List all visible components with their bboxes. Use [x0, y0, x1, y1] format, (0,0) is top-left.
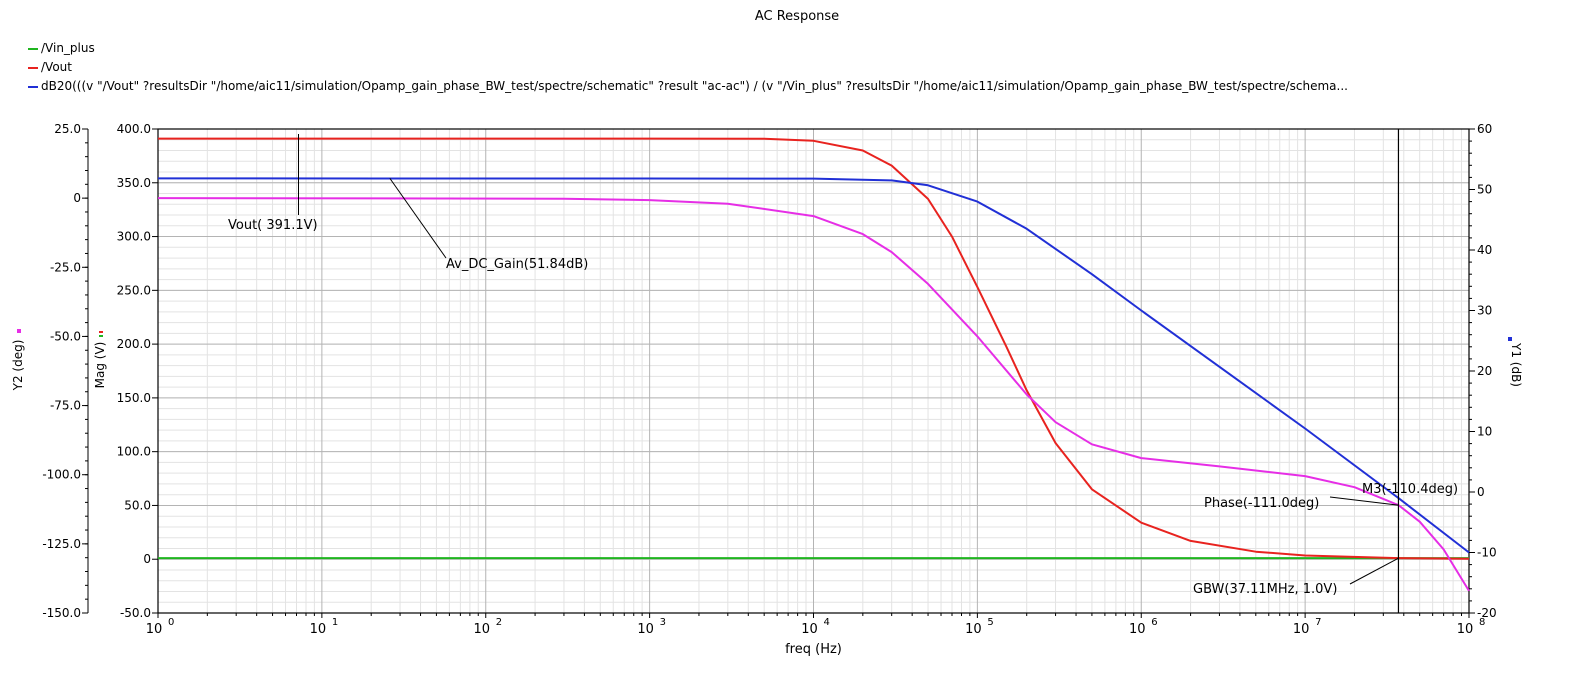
- x-tick-label: 10: [801, 622, 818, 637]
- mag-tick-label: 250.0: [117, 283, 151, 297]
- x-tick-exponent: 4: [824, 617, 830, 628]
- x-axis-title: freq (Hz): [785, 642, 842, 657]
- y2-tick-label: -100.0: [42, 468, 81, 482]
- vout-annotation: Vout( 391.1V): [228, 218, 318, 233]
- legend-swatch-green: [28, 47, 38, 50]
- mag-axis-swatch-red: [99, 331, 103, 333]
- y1-tick-label: 40: [1477, 243, 1492, 257]
- mag-tick-label: 50.0: [124, 498, 151, 512]
- legend-item-vout[interactable]: /Vout: [28, 60, 72, 74]
- mag-axis-title: Mag (V): [93, 342, 107, 389]
- x-tick-exponent: 7: [1315, 617, 1321, 628]
- x-tick-exponent: 8: [1479, 617, 1485, 628]
- chart-title: AC Response: [754, 9, 840, 24]
- y1-tick-label: 20: [1477, 364, 1492, 378]
- series-group: [157, 137, 1470, 592]
- annotation-group: Vout( 391.1V) Av_DC_Gain(51.84dB) M3(-110.…: [228, 178, 1458, 597]
- phase-annotation: Phase(-111.0deg): [1204, 496, 1319, 511]
- x-tick-exponent: 0: [168, 617, 174, 628]
- y1-axis-title: Y1 (dB): [1509, 342, 1523, 387]
- legend-label: /Vout: [41, 60, 72, 74]
- mag-tick-label: 0: [143, 552, 151, 566]
- y1-tick-label: -10: [1477, 546, 1497, 560]
- legend-item-vin-plus[interactable]: /Vin_plus: [28, 41, 95, 55]
- dc-gain-leader: [389, 178, 447, 259]
- x-tick-exponent: 1: [332, 617, 338, 628]
- legend-swatch-blue: [28, 85, 38, 88]
- series-line-1: [158, 137, 1470, 560]
- mag-tick-label: 100.0: [117, 445, 151, 459]
- y2-tick-label: -75.0: [50, 399, 81, 413]
- y1-tick-label: 10: [1477, 425, 1492, 439]
- mag-tick-label: 350.0: [117, 176, 151, 190]
- axes-group: -50.0 0 50.0 100.0 150.0 200.0 250.0 300.0 350.0…: [11, 122, 1523, 657]
- y1-tick-label: 60: [1477, 122, 1492, 136]
- y2-tick-label: -50.0: [50, 329, 81, 343]
- x-tick-label: 10: [1129, 622, 1146, 637]
- y1-tick-label: 30: [1477, 304, 1492, 318]
- series-line-2: [157, 177, 1470, 554]
- y1-tick-label: -20: [1477, 606, 1497, 620]
- y1-tick-label: 50: [1477, 183, 1492, 197]
- legend-label: /Vin_plus: [41, 41, 95, 55]
- legend-item-db20[interactable]: dB20(((v "/Vout" ?resultsDir "/home/aic1…: [28, 79, 1348, 93]
- m3-annotation: M3(-110.4deg): [1362, 482, 1458, 497]
- series-line-3: [157, 197, 1470, 592]
- y2-tick-label: -25.0: [50, 260, 81, 274]
- x-tick-exponent: 6: [1151, 617, 1157, 628]
- x-tick-exponent: 5: [987, 617, 993, 628]
- y2-tick-label: 25.0: [54, 122, 81, 136]
- x-tick-label: 10: [637, 622, 654, 637]
- y2-tick-label: -125.0: [42, 537, 81, 551]
- x-tick-exponent: 3: [660, 617, 666, 628]
- y2-axis-swatch-magenta: [17, 329, 21, 333]
- dc-gain-annotation: Av_DC_Gain(51.84dB): [446, 257, 588, 272]
- marker-group: [297, 129, 1400, 613]
- x-tick-label: 10: [473, 622, 490, 637]
- mag-tick-label: 400.0: [117, 122, 151, 136]
- gbw-annotation: GBW(37.11MHz, 1.0V): [1193, 582, 1337, 597]
- x-tick-label: 10: [965, 622, 982, 637]
- y1-tick-label: 0: [1477, 485, 1485, 499]
- mag-tick-label: -50.0: [120, 606, 151, 620]
- x-tick-label: 10: [1293, 622, 1310, 637]
- x-tick-exponent: 2: [496, 617, 502, 628]
- x-tick-label: 10: [310, 622, 327, 637]
- y2-axis-title: Y2 (deg): [11, 340, 25, 392]
- legend-label: dB20(((v "/Vout" ?resultsDir "/home/aic1…: [41, 79, 1348, 93]
- mag-axis-swatch-green: [99, 335, 103, 337]
- mag-tick-label: 150.0: [117, 391, 151, 405]
- mag-tick-label: 300.0: [117, 230, 151, 244]
- y1-axis-swatch-blue: [1508, 337, 1512, 341]
- phase-leader: [1329, 496, 1399, 506]
- gbw-leader: [1349, 557, 1399, 585]
- legend-swatch-red: [28, 66, 38, 69]
- y2-tick-label: 0: [73, 191, 81, 205]
- y2-tick-label: -150.0: [42, 606, 81, 620]
- x-tick-label: 10: [1457, 622, 1474, 637]
- x-tick-label: 10: [146, 622, 163, 637]
- mag-tick-label: 200.0: [117, 337, 151, 351]
- grid: [157, 128, 1470, 614]
